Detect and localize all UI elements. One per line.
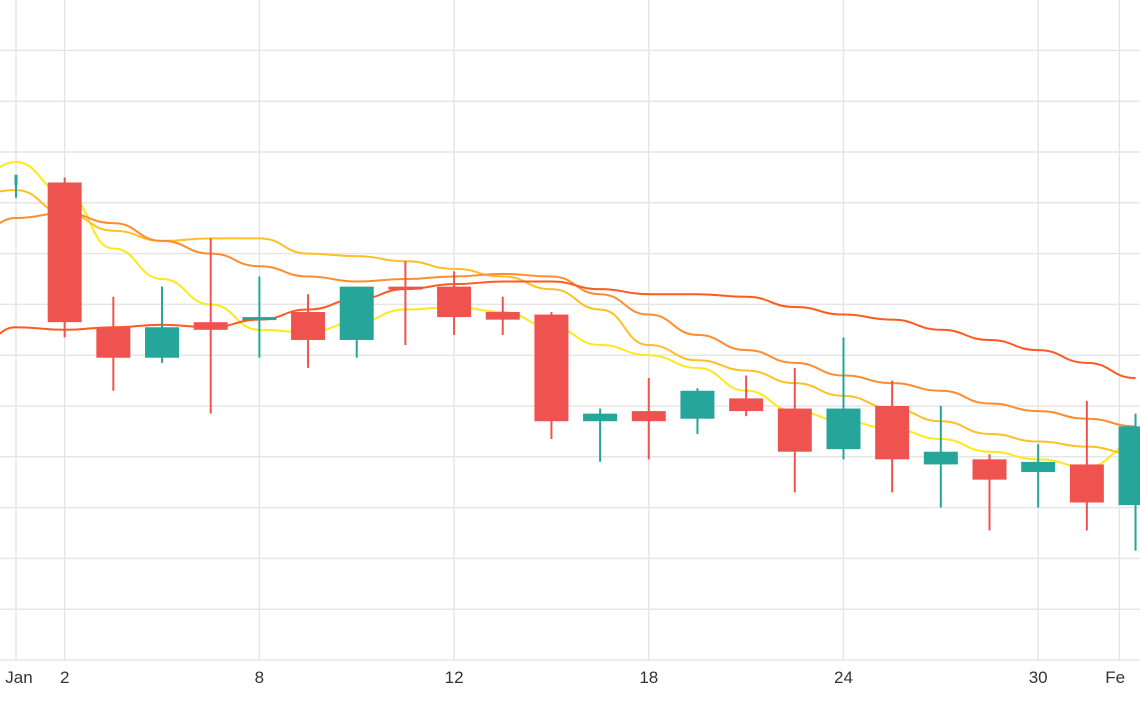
candle-down — [729, 375, 764, 417]
candle-down — [875, 380, 910, 493]
candle-down — [291, 294, 326, 368]
candle-body — [729, 398, 764, 412]
x-axis: Jan 2 8 12 18 24 30 Fe — [5, 668, 1125, 687]
candle-up — [145, 286, 180, 363]
x-tick-label: 12 — [445, 668, 464, 687]
candle-body — [242, 317, 277, 321]
candle-body — [875, 406, 910, 460]
candle-up — [923, 406, 958, 508]
candle-down — [777, 367, 812, 493]
x-tick-label: 18 — [639, 668, 658, 687]
candle-body — [96, 327, 131, 358]
candle-up — [680, 388, 715, 434]
candle-up — [242, 276, 277, 358]
candle-body — [1069, 464, 1104, 503]
candle-up — [14, 174, 18, 198]
candle-body — [437, 286, 472, 318]
candle-body — [826, 408, 861, 450]
candle-up — [1118, 413, 1140, 551]
x-tick-label: 2 — [60, 668, 69, 687]
candle-down — [1069, 400, 1104, 531]
candle-down — [388, 261, 423, 346]
candle-down — [437, 271, 472, 335]
candle-down — [47, 177, 82, 338]
candle-body — [339, 286, 374, 340]
candle-down — [534, 312, 569, 440]
x-tick-label: 24 — [834, 668, 853, 687]
candle-body — [972, 459, 1007, 480]
candle-body — [631, 411, 666, 422]
candle-up — [339, 286, 374, 358]
candle-layer — [14, 174, 1140, 551]
candle-body — [1021, 461, 1056, 473]
candle-body — [485, 312, 520, 320]
candle-body — [14, 174, 18, 186]
candle-body — [1118, 426, 1140, 506]
candle-body — [534, 314, 569, 422]
candle-body — [680, 390, 715, 419]
x-tick-label: Fe — [1105, 668, 1125, 687]
candle-body — [145, 327, 180, 358]
candle-body — [777, 408, 812, 452]
candle-up — [583, 408, 618, 462]
candle-body — [291, 312, 326, 340]
candle-up — [826, 337, 861, 460]
candle-body — [388, 286, 423, 290]
candle-body — [583, 413, 618, 422]
x-tick-label: 30 — [1029, 668, 1048, 687]
candle-down — [193, 238, 228, 414]
x-tick-label: Jan — [5, 668, 32, 687]
candle-down — [485, 296, 520, 335]
candle-body — [193, 322, 228, 330]
candle-up — [1021, 444, 1056, 508]
x-tick-label: 8 — [255, 668, 264, 687]
moving-average-line-3 — [0, 211, 1136, 428]
candle-down — [631, 378, 666, 460]
candle-body — [47, 182, 82, 323]
candle-down — [96, 296, 131, 391]
candle-down — [972, 454, 1007, 531]
candle-body — [923, 451, 958, 465]
